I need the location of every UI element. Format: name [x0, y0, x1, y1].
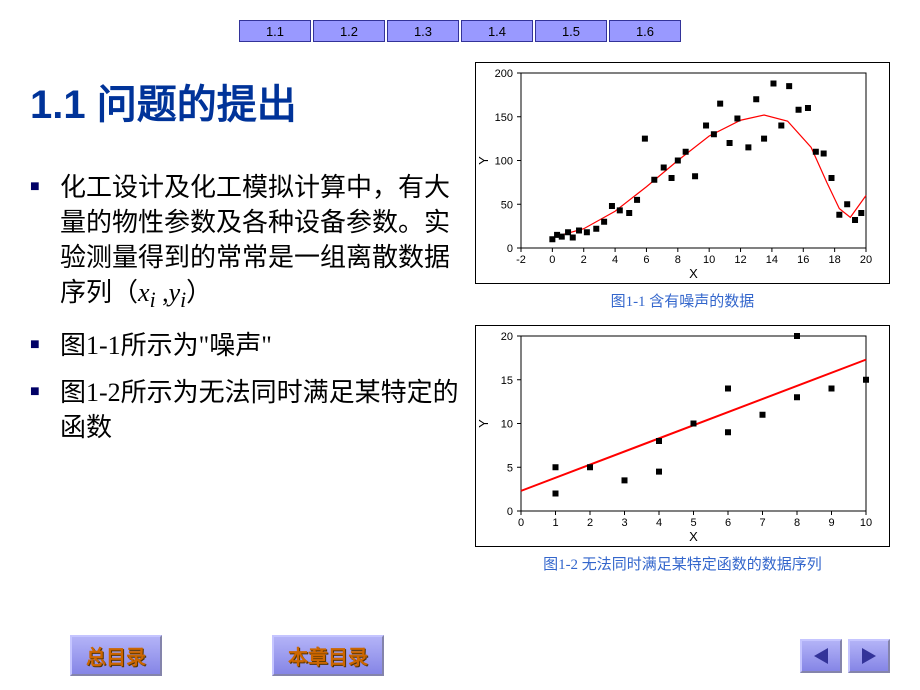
svg-text:Y: Y [476, 156, 491, 165]
svg-text:7: 7 [759, 517, 765, 529]
svg-text:X: X [689, 529, 698, 544]
svg-text:5: 5 [507, 462, 513, 474]
svg-text:200: 200 [495, 68, 513, 80]
svg-text:5: 5 [690, 517, 696, 529]
chart-1: -202468101214161820050100150200XY [475, 62, 890, 284]
svg-text:8: 8 [675, 254, 681, 266]
nav-arrows [800, 639, 890, 673]
svg-text:6: 6 [643, 254, 649, 266]
nav-tab-1-1[interactable]: 1.1 [239, 20, 311, 42]
svg-text:100: 100 [495, 156, 513, 168]
svg-text:4: 4 [612, 254, 618, 266]
svg-text:150: 150 [495, 112, 513, 124]
svg-text:3: 3 [621, 517, 627, 529]
svg-text:15: 15 [501, 375, 513, 387]
chart-1-caption: 图1-1 含有噪声的数据 [475, 290, 890, 311]
svg-text:0: 0 [507, 506, 513, 518]
svg-text:9: 9 [828, 517, 834, 529]
svg-text:10: 10 [860, 517, 872, 529]
nav-tab-1-4[interactable]: 1.4 [461, 20, 533, 42]
nav-tabs: 1.11.21.31.41.51.6 [0, 0, 920, 42]
page-title: 1.1 问题的提出 [30, 72, 465, 130]
svg-text:10: 10 [501, 419, 513, 431]
svg-text:-2: -2 [516, 254, 526, 266]
svg-text:14: 14 [766, 254, 778, 266]
svg-text:6: 6 [725, 517, 731, 529]
svg-text:16: 16 [797, 254, 809, 266]
svg-text:0: 0 [549, 254, 555, 266]
prev-button[interactable] [800, 639, 842, 673]
svg-text:50: 50 [501, 199, 513, 211]
svg-text:X: X [689, 266, 698, 281]
nav-tab-1-2[interactable]: 1.2 [313, 20, 385, 42]
svg-text:10: 10 [703, 254, 715, 266]
svg-text:2: 2 [587, 517, 593, 529]
bullet-3: 图1-2所示为无法同时满足某特定的函数 [30, 375, 465, 445]
svg-text:1: 1 [552, 517, 558, 529]
chart-2: 0 1 2 3 4 5 6 7 8 9 10 0 5 10 15 20 X Y [475, 325, 890, 547]
nav-tab-1-6[interactable]: 1.6 [609, 20, 681, 42]
svg-text:20: 20 [860, 254, 872, 266]
nav-tab-1-3[interactable]: 1.3 [387, 20, 459, 42]
chart-2-caption: 图1-2 无法同时满足某特定函数的数据序列 [475, 553, 890, 574]
content: 1.1 问题的提出 化工设计及化工模拟计算中，有大量的物性参数及各种设备参数。实… [0, 42, 920, 588]
svg-text:8: 8 [794, 517, 800, 529]
bullet-list: 化工设计及化工模拟计算中，有大量的物性参数及各种设备参数。实验测量得到的常常是一… [30, 170, 465, 445]
svg-text:4: 4 [656, 517, 662, 529]
left-column: 1.1 问题的提出 化工设计及化工模拟计算中，有大量的物性参数及各种设备参数。实… [30, 62, 475, 588]
svg-text:Y: Y [476, 419, 491, 428]
bullet-1-post: ） [186, 278, 212, 307]
svg-text:2: 2 [581, 254, 587, 266]
svg-text:0: 0 [507, 243, 513, 255]
svg-text:20: 20 [501, 331, 513, 343]
prev-icon [812, 648, 830, 664]
chapter-toc-button[interactable]: 本章目录 [272, 635, 384, 676]
yi: yi [169, 278, 187, 307]
right-column: -202468101214161820050100150200XY 图1-1 含… [475, 62, 890, 588]
bullet-1: 化工设计及化工模拟计算中，有大量的物性参数及各种设备参数。实验测量得到的常常是一… [30, 170, 465, 316]
svg-text:12: 12 [734, 254, 746, 266]
bullet-2: 图1-1所示为"噪声" [30, 328, 465, 363]
next-button[interactable] [848, 639, 890, 673]
svg-text:0: 0 [518, 517, 524, 529]
svg-text:18: 18 [828, 254, 840, 266]
bullet-1-pre: 化工设计及化工模拟计算中，有大量的物性参数及各种设备参数。实验测量得到的常常是一… [60, 173, 450, 307]
toc-button[interactable]: 总目录 [70, 635, 162, 676]
nav-tab-1-5[interactable]: 1.5 [535, 20, 607, 42]
xi: xi [138, 278, 156, 307]
next-icon [860, 648, 878, 664]
bottom-buttons: 总目录 本章目录 [0, 635, 920, 676]
